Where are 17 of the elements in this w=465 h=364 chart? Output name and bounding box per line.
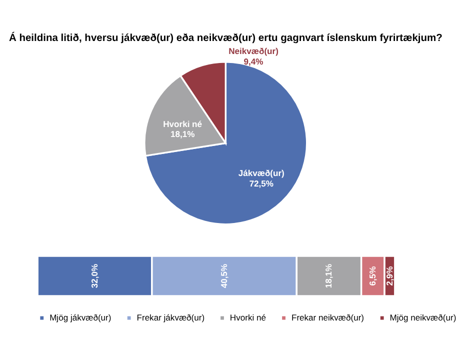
data-label: 6,5% <box>368 266 378 286</box>
data-label: 32,0% <box>89 264 100 288</box>
data-label: 18,1% <box>170 129 196 140</box>
legend-label: Mjög neikvæð(ur) <box>390 312 456 323</box>
slice-label: Neikvæð(ur) <box>228 46 279 56</box>
legend-label: Frekar jákvæð(ur) <box>136 312 205 323</box>
data-label: 9,4% <box>244 56 264 66</box>
chart-title: Á heildina litið, hversu jákvæð(ur) eða neikvæð(ur) ertu gagnvart íslenskum fyrirtækjum? <box>8 31 442 44</box>
slice-label: Hvorki né <box>163 118 202 129</box>
slice-label: Jákvæð(ur) <box>238 168 285 178</box>
data-label: 2,9% <box>384 266 394 286</box>
legend-label: Mjög jákvæð(ur) <box>50 312 112 323</box>
data-label: 72,5% <box>249 178 274 188</box>
data-label: 40,5% <box>218 264 229 288</box>
legend-label: Frekar neikvæð(ur) <box>291 312 364 323</box>
data-label: 18,1% <box>324 264 334 288</box>
legend-label: Hvorki né <box>230 312 266 323</box>
